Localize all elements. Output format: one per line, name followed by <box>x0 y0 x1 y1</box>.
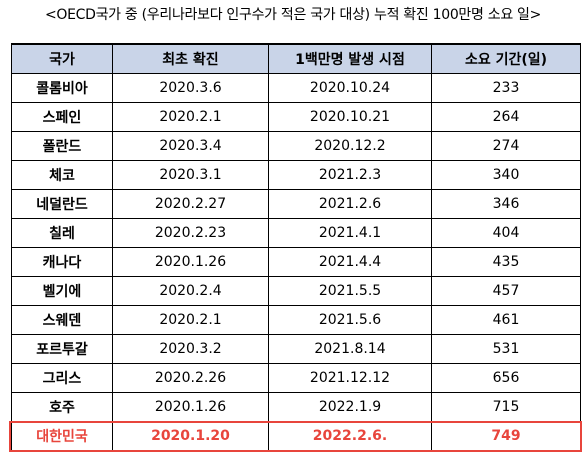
table-row: 체코 2020.3.1 2021.2.3 340 <box>11 160 581 190</box>
days-cell: 274 <box>431 131 581 161</box>
days-cell: 340 <box>431 160 581 190</box>
table-row: 스웨덴 2020.2.1 2021.5.6 461 <box>11 305 581 335</box>
million-date-cell: 2021.2.6 <box>268 189 432 219</box>
country-cell: 폴란드 <box>11 131 113 161</box>
million-date-cell: 2021.4.4 <box>268 247 432 277</box>
million-date-cell: 2021.4.1 <box>268 218 432 248</box>
million-date-cell: 2021.8.14 <box>268 334 432 364</box>
first-case-cell: 2020.1.26 <box>112 247 269 277</box>
table-header: 국가 최초 확진 1백만명 발생 시점 소요 기간(일) <box>11 43 581 74</box>
table-row: 칠레 2020.2.23 2021.4.1 404 <box>11 218 581 248</box>
country-cell: 호주 <box>11 392 113 422</box>
first-case-cell: 2020.3.1 <box>112 160 269 190</box>
table-row: 대한민국 2020.1.20 2022.2.6. 749 <box>11 421 581 452</box>
covid-table: 국가 최초 확진 1백만명 발생 시점 소요 기간(일) 콜롬비아 2020.3.… <box>11 43 581 452</box>
first-case-cell: 2020.2.1 <box>112 102 269 132</box>
million-date-cell: 2020.10.21 <box>268 102 432 132</box>
million-date-cell: 2020.10.24 <box>268 73 432 103</box>
first-case-cell: 2020.3.6 <box>112 73 269 103</box>
first-case-cell: 2020.2.23 <box>112 218 269 248</box>
table-row: 벨기에 2020.2.4 2021.5.5 457 <box>11 276 581 306</box>
table-row: 콜롬비아 2020.3.6 2020.10.24 233 <box>11 73 581 103</box>
header-first-case: 최초 확진 <box>112 43 269 74</box>
table-row: 스페인 2020.2.1 2020.10.21 264 <box>11 102 581 132</box>
header-million-date: 1백만명 발생 시점 <box>268 43 432 74</box>
header-days: 소요 기간(일) <box>431 43 581 74</box>
country-cell: 스웨덴 <box>11 305 113 335</box>
country-cell: 네덜란드 <box>11 189 113 219</box>
million-date-cell: 2022.1.9 <box>268 392 432 422</box>
first-case-cell: 2020.3.2 <box>112 334 269 364</box>
days-cell: 346 <box>431 189 581 219</box>
first-case-cell: 2020.2.1 <box>112 305 269 335</box>
million-date-cell: 2021.5.6 <box>268 305 432 335</box>
days-cell: 531 <box>431 334 581 364</box>
first-case-cell: 2020.1.26 <box>112 392 269 422</box>
table-row: 그리스 2020.2.26 2021.12.12 656 <box>11 363 581 393</box>
million-date-cell: 2021.2.3 <box>268 160 432 190</box>
days-cell: 656 <box>431 363 581 393</box>
days-cell: 435 <box>431 247 581 277</box>
million-date-cell: 2021.12.12 <box>268 363 432 393</box>
days-cell: 461 <box>431 305 581 335</box>
country-cell: 벨기에 <box>11 276 113 306</box>
first-case-cell: 2020.2.4 <box>112 276 269 306</box>
table-row: 폴란드 2020.3.4 2020.12.2 274 <box>11 131 581 161</box>
days-cell: 264 <box>431 102 581 132</box>
country-cell: 그리스 <box>11 363 113 393</box>
days-cell: 457 <box>431 276 581 306</box>
million-date-cell: 2022.2.6. <box>268 421 432 452</box>
header-country: 국가 <box>11 43 113 74</box>
country-cell: 칠레 <box>11 218 113 248</box>
days-cell: 404 <box>431 218 581 248</box>
country-cell: 스페인 <box>11 102 113 132</box>
header-row: 국가 최초 확진 1백만명 발생 시점 소요 기간(일) <box>11 43 581 74</box>
country-cell: 체코 <box>11 160 113 190</box>
country-cell: 대한민국 <box>11 421 113 452</box>
table-caption: <OECD국가 중 (우리나라보다 인구수가 적은 국가 대상) 누적 확진 1… <box>44 7 542 23</box>
table-row: 네덜란드 2020.2.27 2021.2.6 346 <box>11 189 581 219</box>
days-cell: 749 <box>431 421 581 452</box>
million-date-cell: 2020.12.2 <box>268 131 432 161</box>
days-cell: 715 <box>431 392 581 422</box>
country-cell: 캐나다 <box>11 247 113 277</box>
first-case-cell: 2020.2.26 <box>112 363 269 393</box>
country-cell: 포르투갈 <box>11 334 113 364</box>
first-case-cell: 2020.1.20 <box>112 421 269 452</box>
table-row: 캐나다 2020.1.26 2021.4.4 435 <box>11 247 581 277</box>
table-row: 포르투갈 2020.3.2 2021.8.14 531 <box>11 334 581 364</box>
days-cell: 233 <box>431 73 581 103</box>
first-case-cell: 2020.2.27 <box>112 189 269 219</box>
first-case-cell: 2020.3.4 <box>112 131 269 161</box>
table-row: 호주 2020.1.26 2022.1.9 715 <box>11 392 581 422</box>
table-body: 콜롬비아 2020.3.6 2020.10.24 233 스페인 2020.2.1 2020… <box>11 73 581 452</box>
million-date-cell: 2021.5.5 <box>268 276 432 306</box>
country-cell: 콜롬비아 <box>11 73 113 103</box>
